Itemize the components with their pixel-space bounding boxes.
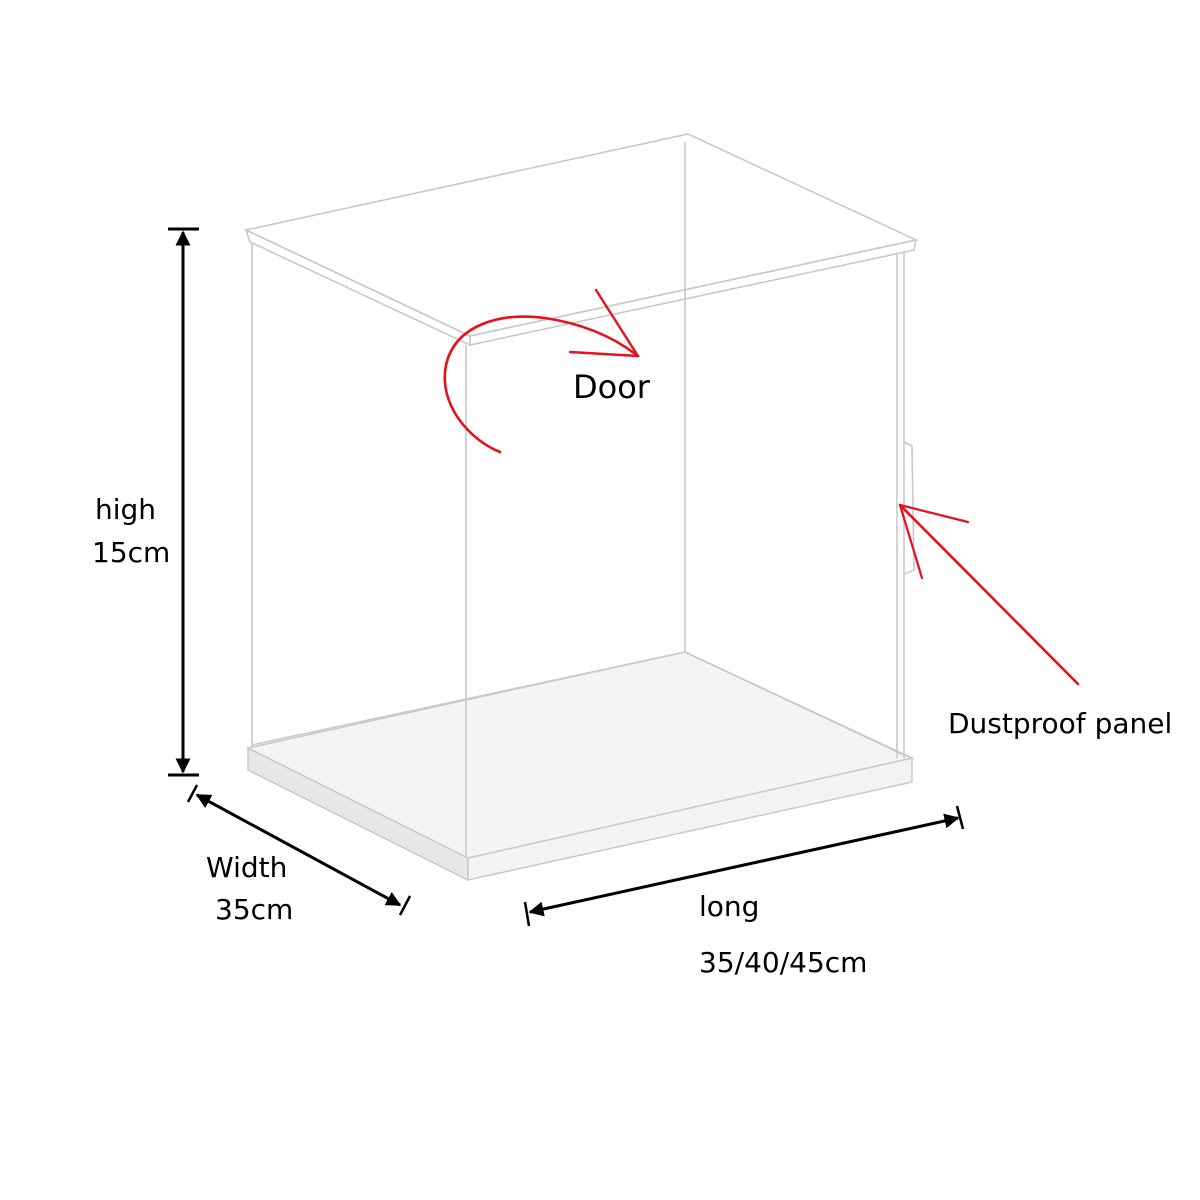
edge-back-bottom-right <box>684 651 905 756</box>
case-base <box>245 651 915 882</box>
width-dimension-line <box>186 784 412 916</box>
lid-edge-right <box>469 238 918 346</box>
length-value: 35/40/45cm <box>699 946 868 979</box>
base-top-floor <box>245 651 915 859</box>
width-value: 35cm <box>215 893 294 926</box>
length-label: long <box>699 890 760 923</box>
height-label: high <box>95 493 157 526</box>
lid-edge-front <box>244 228 471 347</box>
height-value: 15cm <box>92 536 171 569</box>
lid-top <box>243 133 919 337</box>
edge-back-bottom-left <box>251 651 686 746</box>
dustproof-panel-label: Dustproof panel <box>948 707 1173 740</box>
door-label: Door <box>573 368 650 406</box>
door-arrow <box>443 288 640 454</box>
acrylic-box <box>243 133 919 858</box>
dustproof-panel-arrow <box>898 503 1080 686</box>
width-label: Width <box>206 851 288 884</box>
length-dimension-line <box>523 805 965 927</box>
height-dimension-line <box>168 227 199 777</box>
